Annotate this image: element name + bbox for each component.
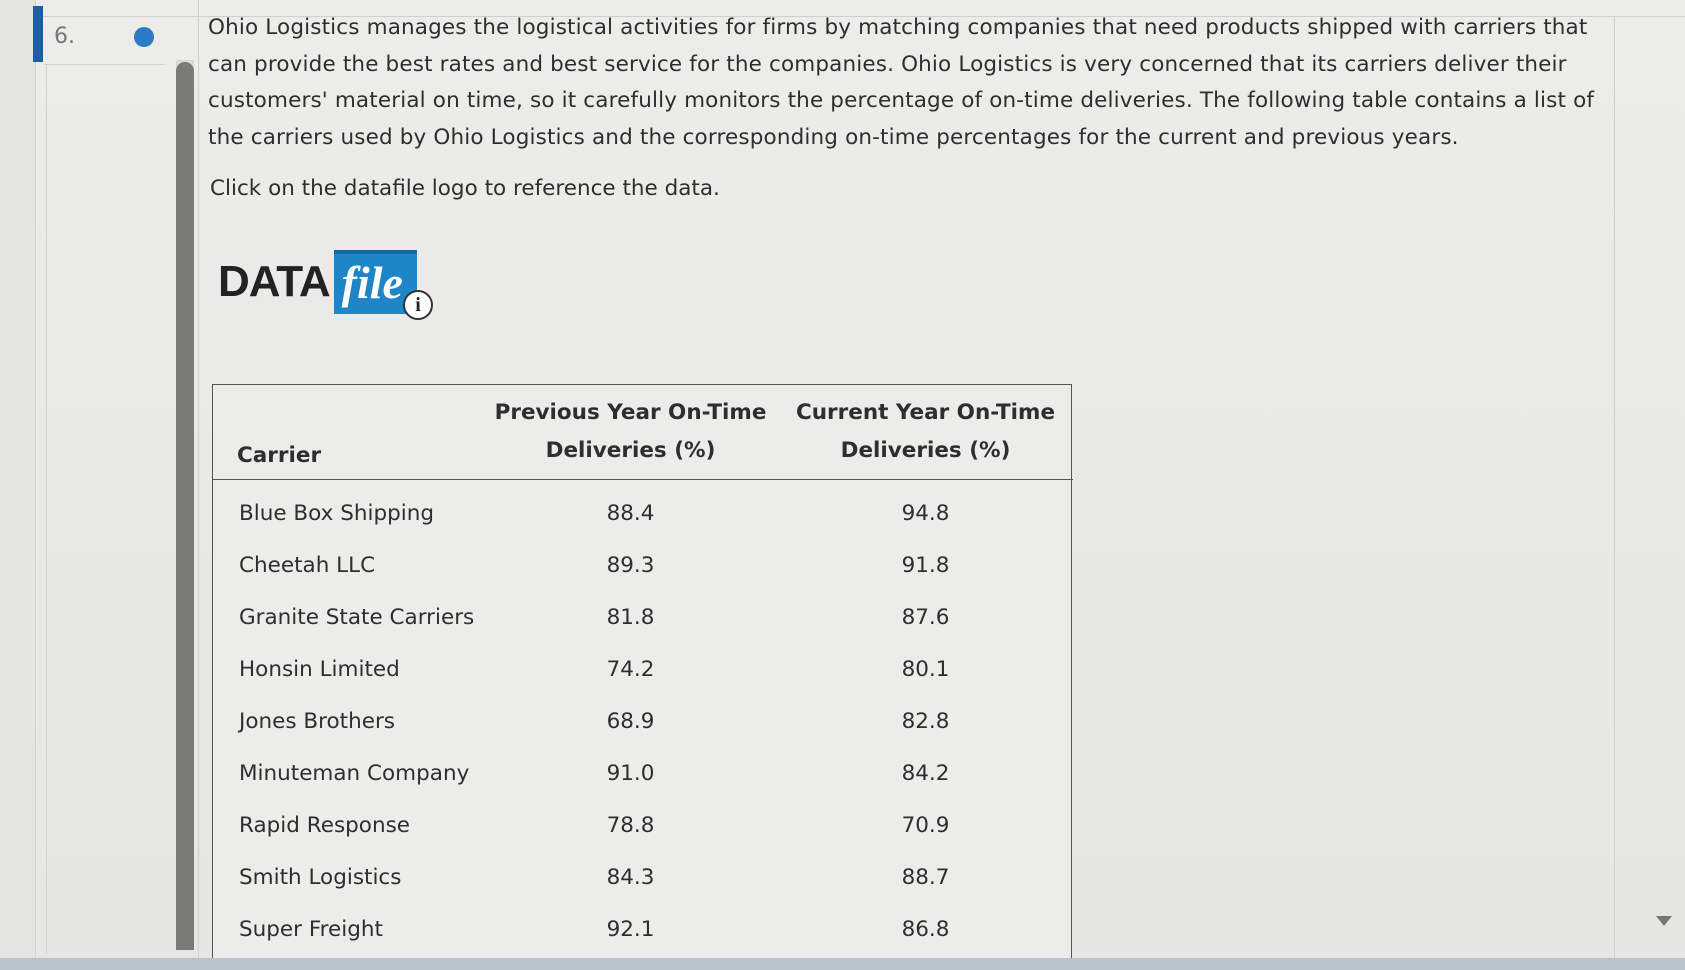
question-instruction: Click on the datafile logo to reference … [210, 176, 720, 201]
carrier-name: Cheetah LLC [239, 552, 376, 578]
current-year-value: 94.8 [901, 500, 950, 526]
header-previous-line2: Deliveries (%) [545, 437, 716, 463]
current-year-value: 80.1 [901, 656, 950, 682]
previous-year-value: 68.9 [606, 708, 655, 734]
previous-year-value: 84.3 [606, 864, 655, 890]
carrier-name: Honsin Limited [239, 656, 400, 682]
header-previous-year: Previous Year On-Time Deliveries (%) [483, 385, 778, 480]
carrier-name: Blue Box Shipping [239, 500, 435, 526]
current-year-value: 82.8 [901, 708, 950, 734]
table-row: Jones Brothers 68.9 82.8 [213, 695, 1073, 747]
previous-year-value: 91.0 [606, 760, 655, 786]
table-row: Smith Logistics 84.3 88.7 [213, 851, 1073, 903]
scroll-down-arrow-icon[interactable] [1656, 916, 1672, 926]
question-number[interactable]: 6. [54, 24, 75, 49]
table-row: Granite State Carriers 81.8 87.6 [213, 591, 1073, 643]
header-current-line2: Deliveries (%) [840, 437, 1011, 463]
carrier-table-container: Carrier Previous Year On-Time Deliveries… [212, 384, 1073, 964]
carrier-name: Granite State Carriers [239, 604, 475, 630]
question-number-divider [44, 64, 164, 65]
table-row: Honsin Limited 74.2 80.1 [213, 643, 1073, 695]
datafile-logo-button[interactable]: DATA file i [218, 250, 433, 320]
content-right-border [1614, 16, 1615, 960]
table-row: Super Freight 92.1 86.8 [213, 903, 1073, 955]
carrier-name: Smith Logistics [239, 864, 402, 890]
previous-year-value: 89.3 [606, 552, 655, 578]
carrier-name: Rapid Response [239, 812, 411, 838]
table-header-row: Carrier Previous Year On-Time Deliveries… [213, 385, 1073, 480]
previous-year-value: 88.4 [606, 500, 655, 526]
table-row: Minuteman Company 91.0 84.2 [213, 747, 1073, 799]
current-year-value: 86.8 [901, 916, 950, 942]
bottom-bar [0, 958, 1685, 970]
table-row: Rapid Response 78.8 70.9 [213, 799, 1073, 851]
column-divider [46, 64, 47, 954]
status-dot-icon [134, 27, 154, 47]
header-current-line1: Current Year On-Time [795, 399, 1056, 425]
content-left-border [198, 0, 199, 960]
previous-year-value: 81.8 [606, 604, 655, 630]
current-year-value: 91.8 [901, 552, 950, 578]
info-icon: i [402, 290, 433, 320]
top-divider [35, 16, 1685, 17]
current-question-marker [33, 6, 43, 62]
previous-year-value: 78.8 [606, 812, 655, 838]
current-year-value: 87.6 [901, 604, 950, 630]
question-text: Ohio Logistics manages the logistical ac… [208, 15, 1595, 150]
carrier-table: Carrier Previous Year On-Time Deliveries… [213, 385, 1073, 955]
header-carrier: Carrier [213, 385, 483, 480]
scrollbar-thumb[interactable] [176, 62, 194, 950]
left-gutter [0, 0, 36, 960]
carrier-name: Minuteman Company [239, 760, 470, 786]
datafile-logo-file-badge: file i [333, 250, 433, 320]
previous-year-value: 92.1 [606, 916, 655, 942]
carrier-name: Super Freight [239, 916, 383, 942]
header-current-year: Current Year On-Time Deliveries (%) [778, 385, 1073, 480]
table-row: Blue Box Shipping 88.4 94.8 [213, 479, 1073, 539]
current-year-value: 84.2 [901, 760, 950, 786]
carrier-name: Jones Brothers [239, 708, 395, 734]
header-previous-line1: Previous Year On-Time [494, 399, 767, 425]
previous-year-value: 74.2 [606, 656, 655, 682]
current-year-value: 88.7 [901, 864, 950, 890]
current-year-value: 70.9 [901, 812, 950, 838]
datafile-logo-data-text: DATA [218, 257, 331, 306]
table-row: Cheetah LLC 89.3 91.8 [213, 539, 1073, 591]
datafile-logo-file-text: file [341, 257, 403, 308]
